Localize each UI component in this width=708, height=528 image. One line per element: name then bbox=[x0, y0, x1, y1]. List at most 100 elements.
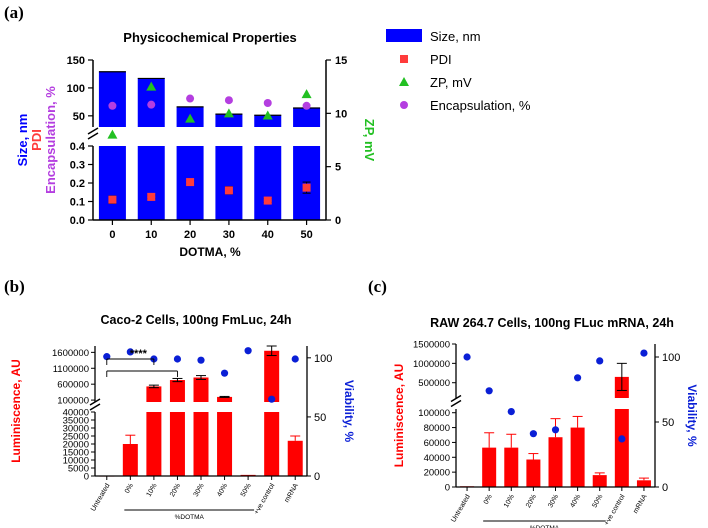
chart-panel-c: RAW 264.7 Cells, 100ng FLuc mRNA, 24h500… bbox=[392, 316, 699, 528]
y-axis-label: Size, nm bbox=[15, 114, 30, 167]
axis-break bbox=[89, 398, 101, 406]
encapsulation-marker bbox=[224, 96, 233, 105]
chart-title: Caco-2 Cells, 100ng FmLuc, 24h bbox=[100, 313, 291, 327]
x-tick-label: 50% bbox=[240, 483, 253, 499]
viability-marker bbox=[463, 353, 471, 361]
y-tick-label: 1000000 bbox=[413, 359, 450, 370]
y-tick-label: 100000 bbox=[57, 396, 89, 407]
zp-marker bbox=[301, 89, 312, 99]
size-bar bbox=[293, 108, 321, 127]
pdi-marker bbox=[147, 192, 156, 201]
y-tick-label: 0.2 bbox=[70, 178, 85, 190]
pdi-marker bbox=[263, 196, 272, 205]
zp-marker bbox=[146, 81, 157, 91]
y-tick-label: 50 bbox=[73, 111, 85, 123]
x-tick-label: 50 bbox=[300, 229, 312, 241]
axis-break bbox=[87, 132, 99, 140]
axis-break bbox=[450, 399, 462, 408]
x-tick-label: 10% bbox=[146, 483, 159, 499]
y-tick-label: 40000 bbox=[63, 408, 89, 419]
y-tick-label: 10000 bbox=[63, 456, 89, 467]
legend-swatch-size bbox=[386, 29, 422, 42]
pdi-marker bbox=[224, 186, 233, 195]
luminescence-bar bbox=[636, 480, 651, 487]
y2-tick-label: 10 bbox=[335, 108, 347, 120]
group-label: %DOTMA bbox=[530, 525, 560, 528]
y-tick-label: 30000 bbox=[63, 424, 89, 435]
x-tick-label: 10 bbox=[145, 229, 157, 241]
luminescence-bar bbox=[548, 437, 563, 487]
pdi-marker bbox=[108, 195, 117, 204]
x-tick-label: 40% bbox=[569, 494, 582, 510]
zp-marker bbox=[262, 110, 273, 120]
encapsulation-marker bbox=[302, 101, 311, 110]
x-tick-label: 40% bbox=[216, 483, 229, 499]
y-tick-label: 20000 bbox=[63, 440, 89, 451]
size-bar-lower bbox=[254, 146, 282, 220]
viability-marker bbox=[596, 357, 604, 365]
y2-tick-label: 50 bbox=[662, 417, 674, 429]
y-tick-label: 15000 bbox=[63, 448, 89, 459]
x-tick-label: mRNA bbox=[632, 493, 649, 515]
y-tick-label: 80000 bbox=[424, 423, 450, 434]
viability-marker bbox=[220, 369, 229, 377]
y-tick-label: 20000 bbox=[424, 468, 450, 479]
viability-marker bbox=[551, 426, 560, 434]
y-tick-label: 5000 bbox=[68, 464, 89, 475]
chart-panel-b: Caco-2 Cells, 100ng FmLuc, 24h1000006000… bbox=[9, 313, 356, 521]
x-tick-label: mRNA bbox=[284, 482, 301, 504]
zp-marker bbox=[223, 108, 234, 118]
y-axis-label: PDI bbox=[29, 129, 44, 151]
viability-marker bbox=[197, 356, 205, 364]
x-tick-label: 20% bbox=[525, 494, 538, 510]
y-tick-label: 0.0 bbox=[70, 215, 85, 227]
x-tick-label: +ve control bbox=[603, 493, 627, 527]
y2-axis-label: Viability, % bbox=[342, 380, 356, 443]
x-tick-label: 0% bbox=[124, 483, 135, 495]
x-tick-label: 30% bbox=[193, 483, 206, 499]
y-tick-label: 60000 bbox=[424, 438, 450, 449]
y2-tick-label: 0 bbox=[662, 482, 668, 494]
encapsulation-marker bbox=[147, 100, 156, 109]
luminescence-bar-upper bbox=[193, 377, 209, 402]
y-tick-label: 500000 bbox=[418, 378, 450, 389]
luminescence-bar-upper bbox=[264, 350, 280, 402]
y-axis-label: Luminiscence, AU bbox=[392, 364, 406, 468]
luminescence-bar-upper bbox=[169, 380, 185, 402]
significance-label: **** bbox=[130, 348, 148, 360]
x-tick-label: 20 bbox=[184, 229, 196, 241]
luminescence-bar-lower bbox=[614, 409, 629, 487]
y-tick-label: 0 bbox=[445, 483, 450, 494]
luminescence-bar-lower bbox=[146, 412, 162, 476]
y-tick-label: 40000 bbox=[424, 453, 450, 464]
viability-marker bbox=[574, 374, 582, 382]
viability-marker bbox=[244, 347, 252, 355]
y-tick-label: 100000 bbox=[418, 408, 450, 419]
panel-label-a: (a) bbox=[4, 3, 24, 22]
y-tick-label: 0.4 bbox=[70, 141, 86, 153]
luminescence-bar-lower bbox=[169, 412, 185, 476]
y-axis-label: Encapsulation, % bbox=[43, 86, 58, 194]
viability-marker bbox=[529, 430, 537, 438]
y2-tick-label: 15 bbox=[335, 55, 347, 67]
luminescence-bar bbox=[570, 427, 585, 487]
size-bar-lower bbox=[215, 146, 243, 220]
legend-label: PDI bbox=[430, 52, 452, 67]
x-tick-label: Untreated bbox=[90, 482, 111, 512]
luminescence-bar bbox=[482, 447, 497, 487]
encapsulation-marker bbox=[263, 98, 272, 107]
size-bar bbox=[254, 115, 282, 127]
x-tick-label: 50% bbox=[591, 494, 604, 510]
luminescence-bar-upper bbox=[217, 396, 233, 402]
viability-marker bbox=[103, 353, 111, 361]
y-tick-label: 35000 bbox=[63, 416, 89, 427]
y2-tick-label: 50 bbox=[314, 412, 326, 424]
viability-marker bbox=[268, 395, 276, 403]
luminescence-bar-lower bbox=[264, 412, 280, 476]
luminescence-bar bbox=[504, 447, 519, 487]
legend-label: ZP, mV bbox=[430, 75, 472, 90]
y-tick-label: 1500000 bbox=[413, 340, 450, 351]
viability-marker bbox=[173, 355, 182, 363]
x-tick-label: 0 bbox=[109, 229, 115, 241]
